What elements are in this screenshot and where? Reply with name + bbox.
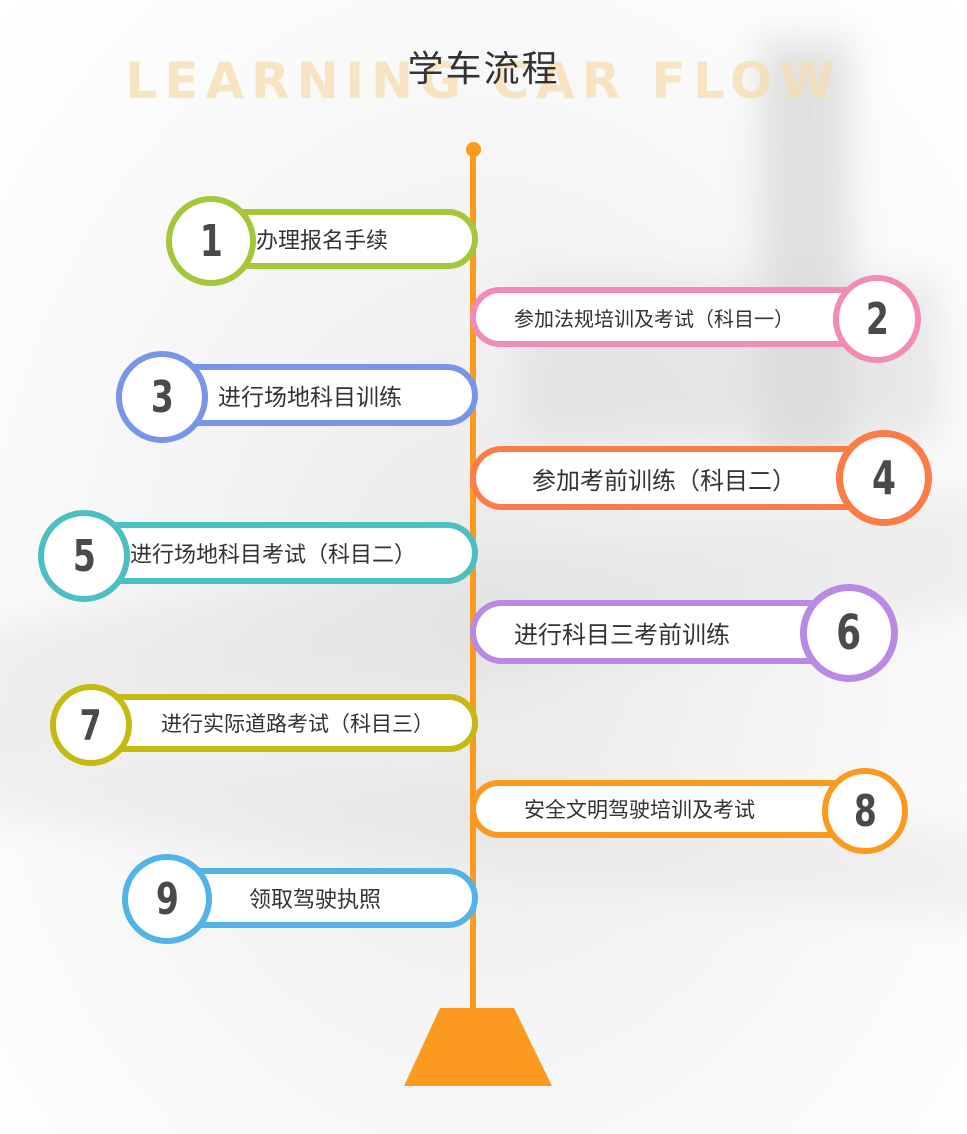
timeline-start-dot — [466, 142, 481, 157]
step-8-label: 安全文明驾驶培训及考试 — [524, 798, 755, 822]
step-7-pill: 进行实际道路考试（科目三） — [85, 694, 478, 752]
step-3-label: 进行场地科目训练 — [218, 385, 402, 411]
step-7-badge: 7 — [50, 684, 132, 766]
step-3-number: 3 — [150, 371, 174, 423]
subtitle-en: LEARNING CAR FLOW — [125, 52, 842, 110]
step-8-badge: 8 — [822, 768, 908, 854]
step-4-label: 参加考前训练（科目二） — [532, 466, 796, 495]
step-1-label: 办理报名手续 — [256, 229, 389, 254]
step-1-number: 1 — [199, 215, 223, 267]
step-6-pill: 进行科目三考前训练 — [470, 600, 860, 664]
step-9-number: 9 — [155, 873, 179, 925]
step-9-badge: 9 — [122, 854, 212, 944]
step-2-badge: 2 — [833, 275, 921, 363]
step-2-number: 2 — [865, 293, 889, 345]
step-7-label: 进行实际道路考试（科目三） — [161, 712, 434, 736]
step-2-label: 参加法规培训及考试（科目一） — [514, 306, 794, 331]
page-title: 学车流程 — [407, 49, 560, 90]
step-4-badge: 4 — [836, 430, 932, 526]
step-6-badge: 6 — [800, 584, 898, 682]
step-1-badge: 1 — [166, 196, 256, 286]
step-8-pill: 安全文明驾驶培训及考试 — [470, 780, 870, 838]
step-5-pill: 进行场地科目考试（科目二） — [72, 522, 478, 584]
timeline-axis — [470, 150, 476, 1010]
step-5-number: 5 — [72, 530, 96, 582]
step-5-badge: 5 — [38, 510, 130, 602]
step-8-number: 8 — [853, 785, 877, 837]
step-5-label: 进行场地科目考试（科目二） — [130, 543, 417, 568]
step-6-label: 进行科目三考前训练 — [514, 620, 730, 649]
step-4-number: 4 — [871, 451, 896, 505]
step-2-pill: 参加法规培训及考试（科目一） — [470, 287, 888, 347]
step-7-number: 7 — [80, 700, 102, 750]
step-9-label: 领取驾驶执照 — [249, 888, 382, 913]
step-6-number: 6 — [836, 605, 862, 661]
step-4-pill: 参加考前训练（科目二） — [470, 446, 895, 510]
step-3-badge: 3 — [116, 351, 208, 443]
